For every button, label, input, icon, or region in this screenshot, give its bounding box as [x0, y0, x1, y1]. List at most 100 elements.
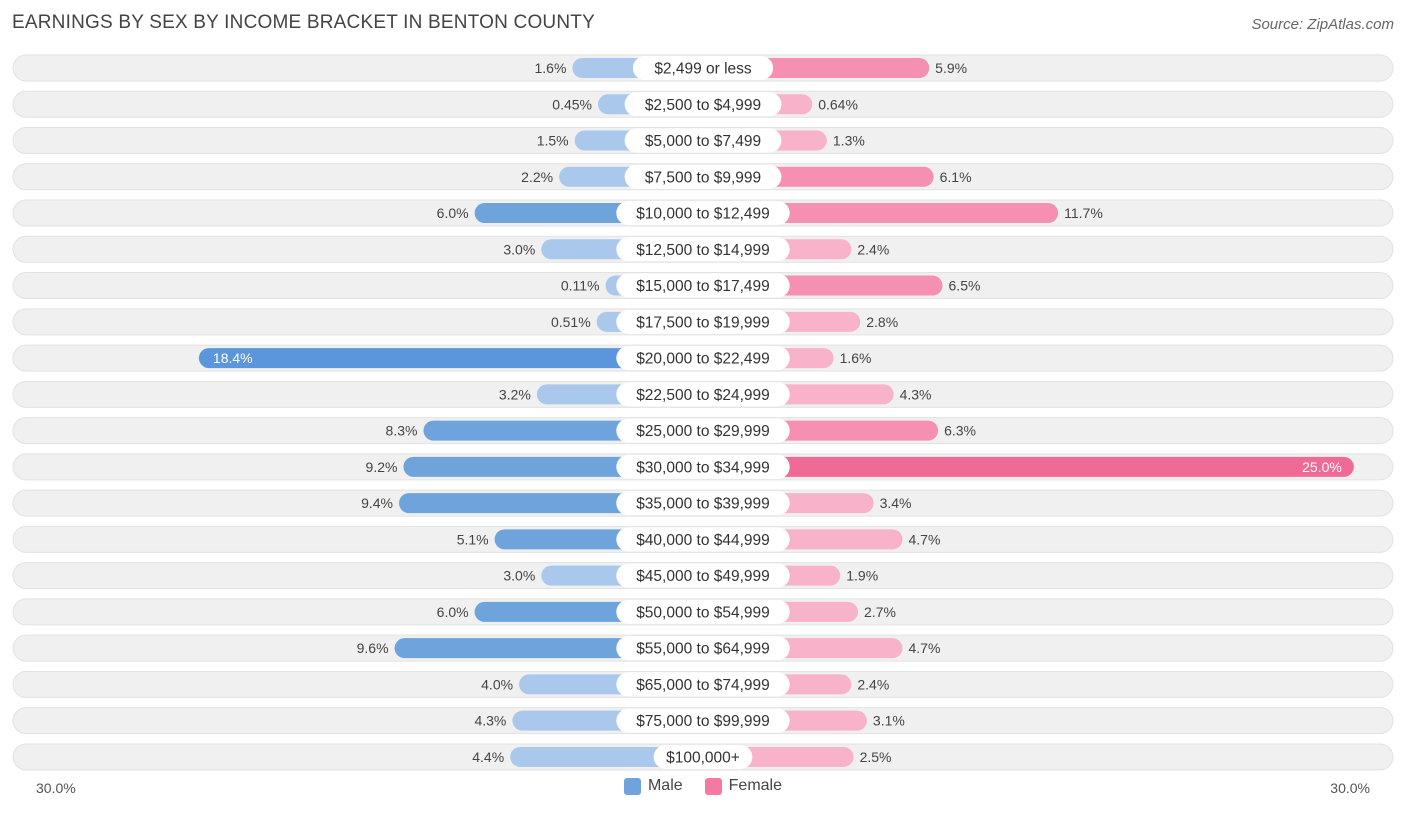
male-value-label: 8.3%: [386, 423, 418, 439]
category-pill: [653, 744, 753, 769]
bar-row: 9.6% 4.7% $55,000 to $64,999: [12, 634, 1394, 662]
category-pill: [616, 237, 790, 262]
category-pill: [616, 273, 790, 298]
female-value-label: 1.6%: [840, 350, 872, 366]
category-label: $15,000 to $17,499: [636, 278, 770, 295]
female-swatch-icon: [704, 777, 722, 795]
female-value-label: 1.3%: [833, 133, 865, 149]
female-value-label: 2.4%: [857, 241, 889, 257]
bar-row: 4.0% 2.4% $65,000 to $74,999: [12, 670, 1394, 698]
category-label: $25,000 to $29,999: [636, 423, 770, 440]
category-pill: [632, 56, 774, 80]
category-pill: [616, 309, 790, 334]
bar-row: 18.4% 1.6% $20,000 to $22,499: [12, 344, 1394, 372]
female-value-label: 2.4%: [857, 676, 889, 692]
male-value-label: 5.1%: [457, 531, 489, 547]
female-value-label: 2.8%: [866, 314, 898, 330]
category-label: $10,000 to $12,499: [636, 206, 770, 223]
male-value-label: 9.6%: [357, 640, 389, 656]
source-label: Source: ZipAtlas.com: [1251, 16, 1394, 33]
bar-row: 5.1% 4.7% $40,000 to $44,999: [12, 525, 1394, 553]
male-value-label: 1.6%: [535, 60, 567, 76]
male-value-label: 2.2%: [521, 169, 553, 185]
female-value-label: 0.64%: [818, 96, 858, 112]
bar-row: 6.0% 2.7% $50,000 to $54,999: [12, 598, 1394, 626]
category-pill: [616, 491, 790, 516]
bar-row: 0.11% 6.5% $15,000 to $17,499: [12, 272, 1394, 300]
category-label: $30,000 to $34,999: [636, 459, 770, 476]
male-value-label: 3.0%: [503, 568, 535, 584]
chart-canvas: 1.6% 5.9% $2,499 or less 0.45% 0.64% $2,500 t…: [12, 54, 1394, 771]
category-pill: [616, 382, 790, 407]
female-value-label: 1.9%: [846, 568, 878, 584]
category-label: $55,000 to $64,999: [636, 641, 770, 658]
category-pill: [616, 454, 790, 479]
category-label: $17,500 to $19,999: [636, 314, 770, 331]
category-label: $12,500 to $14,999: [636, 242, 770, 259]
female-value-label: 11.7%: [1064, 205, 1103, 221]
female-value-label: 3.4%: [880, 495, 912, 511]
legend-item-female[interactable]: Female: [704, 777, 783, 795]
female-value-label: 2.7%: [864, 604, 896, 620]
category-label: $100,000+: [666, 749, 740, 766]
male-value-label: 6.0%: [437, 205, 469, 221]
bar-row: 1.6% 5.9% $2,499 or less: [12, 54, 1394, 82]
bar-row: 9.2% 25.0% $30,000 to $34,999: [12, 453, 1394, 481]
female-value-label: 4.3%: [900, 386, 932, 402]
category-pill: [624, 128, 782, 153]
male-value-label: 3.2%: [499, 386, 531, 402]
female-value-label: 25.0%: [1302, 459, 1342, 475]
female-value-label: 6.1%: [940, 169, 972, 185]
male-value-label: 4.4%: [472, 749, 504, 765]
male-value-label: 0.45%: [552, 96, 592, 112]
legend-item-male[interactable]: Male: [623, 777, 683, 795]
male-value-label: 9.2%: [366, 459, 398, 475]
category-label: $20,000 to $22,499: [636, 351, 770, 368]
category-label: $40,000 to $44,999: [636, 532, 770, 549]
axis-left-label: 30.0%: [36, 780, 76, 796]
female-value-label: 4.7%: [908, 531, 940, 547]
chart-title: EARNINGS BY SEX BY INCOME BRACKET IN BEN…: [12, 12, 595, 33]
female-value-label: 6.3%: [944, 423, 976, 439]
bar-row: 9.4% 3.4% $35,000 to $39,999: [12, 489, 1394, 517]
category-pill: [616, 346, 790, 371]
male-value-label: 3.0%: [503, 241, 535, 257]
category-label: $7,500 to $9,999: [645, 169, 761, 186]
female-value-label: 6.5%: [949, 278, 981, 294]
category-pill: [624, 164, 782, 189]
category-label: $75,000 to $99,999: [636, 713, 770, 730]
category-label: $5,000 to $7,499: [645, 133, 761, 150]
male-bar: [198, 348, 703, 369]
bar-row: 6.0% 11.7% $10,000 to $12,499: [12, 199, 1394, 227]
female-bar: [703, 456, 1354, 477]
bar-row: 1.5% 1.3% $5,000 to $7,499: [12, 127, 1394, 155]
category-pill: [616, 636, 790, 661]
category-pill: [616, 418, 790, 443]
bar-row: 3.0% 2.4% $12,500 to $14,999: [12, 235, 1394, 263]
legend: Male Female: [0, 777, 1406, 795]
legend-label-female: Female: [728, 777, 783, 794]
category-pill: [616, 599, 790, 624]
category-label: $2,500 to $4,999: [645, 97, 761, 114]
female-value-label: 5.9%: [935, 60, 967, 76]
category-pill: [616, 672, 790, 697]
bar-row: 0.51% 2.8% $17,500 to $19,999: [12, 308, 1394, 336]
category-label: $2,499 or less: [654, 61, 752, 78]
female-value-label: 3.1%: [873, 713, 905, 729]
category-label: $50,000 to $54,999: [636, 604, 770, 621]
male-value-label: 4.0%: [481, 676, 513, 692]
male-value-label: 0.11%: [561, 278, 600, 294]
bar-row: 4.3% 3.1% $75,000 to $99,999: [12, 707, 1394, 735]
category-pill: [624, 92, 782, 117]
male-value-label: 9.4%: [361, 495, 393, 511]
bar-row: 8.3% 6.3% $25,000 to $29,999: [12, 417, 1394, 445]
female-value-label: 2.5%: [860, 749, 892, 765]
male-value-label: 0.51%: [551, 314, 591, 330]
female-value-label: 4.7%: [908, 640, 940, 656]
bar-row: 2.2% 6.1% $7,500 to $9,999: [12, 163, 1394, 191]
female-bar: [703, 203, 1059, 224]
category-pill: [616, 201, 790, 226]
category-label: $65,000 to $74,999: [636, 677, 770, 694]
male-swatch-icon: [623, 777, 641, 795]
category-pill: [616, 708, 790, 733]
